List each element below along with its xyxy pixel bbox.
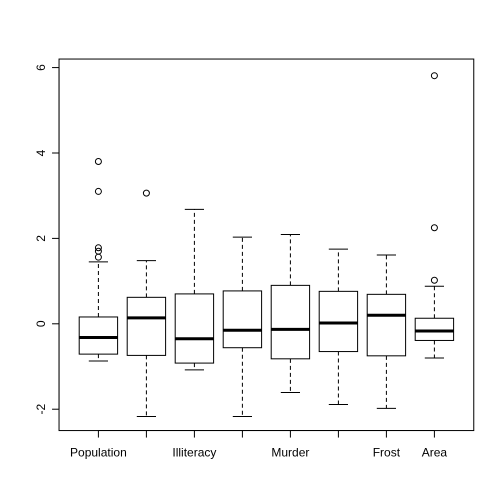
box-iqr: [414, 317, 455, 341]
box-iqr: [366, 293, 407, 357]
outlier-point: [94, 253, 102, 261]
y-tick-label: -2: [34, 404, 48, 415]
box-group: [222, 236, 263, 417]
x-tick-label: Illiteracy: [172, 446, 216, 460]
y-tick-label: 6: [34, 64, 48, 71]
box-group: [174, 208, 215, 371]
box-iqr: [174, 293, 215, 364]
box-iqr: [270, 284, 311, 360]
outlier-point: [430, 224, 438, 232]
y-tick-label: 2: [34, 235, 48, 242]
outlier-point: [94, 158, 102, 166]
box-group: [78, 158, 119, 362]
outlier-point: [94, 187, 102, 195]
box-iqr: [222, 290, 263, 349]
outlier-point: [94, 247, 102, 255]
box-group: [414, 72, 455, 359]
outlier-point: [142, 189, 150, 197]
outlier-point: [94, 244, 102, 252]
box-iqr: [78, 316, 119, 355]
y-tick-label: 0: [34, 320, 48, 327]
x-tick-label: Murder: [271, 446, 309, 460]
box-iqr: [126, 296, 167, 356]
plot-frame: [58, 58, 475, 432]
box-group: [126, 189, 167, 417]
x-tick-label: Frost: [373, 446, 401, 460]
box-series: [78, 72, 455, 417]
y-tick-label: 4: [34, 149, 48, 156]
box-group: [366, 254, 407, 409]
outlier-point: [430, 72, 438, 80]
x-axis: Population Illiteracy Murder Frost Area: [70, 430, 448, 460]
x-tick-label: Area: [422, 446, 448, 460]
x-tick-label: Population: [70, 446, 127, 460]
box-group: [318, 248, 359, 406]
box-group: [270, 234, 311, 394]
y-axis: -2 0 2 4 6: [34, 64, 60, 415]
outlier-point: [430, 276, 438, 284]
